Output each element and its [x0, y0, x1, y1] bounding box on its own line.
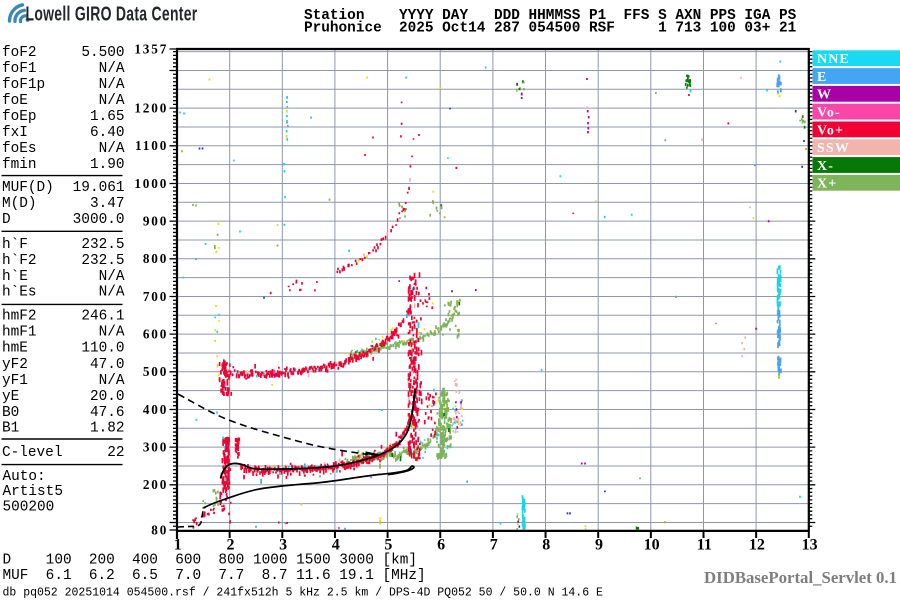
svg-text:3000.0: 3000.0	[73, 212, 125, 228]
svg-text:200: 200	[143, 477, 168, 492]
svg-text:400: 400	[143, 402, 168, 417]
svg-text:Pruhonice 2025 Oct14 287 0545: Pruhonice 2025 Oct14 287 054500 RSF 1 71…	[304, 20, 797, 36]
svg-text:Auto:: Auto:	[3, 469, 46, 485]
svg-text:Artist5: Artist5	[3, 484, 63, 500]
svg-text:N/A: N/A	[99, 269, 125, 285]
svg-text:3.47: 3.47	[90, 196, 125, 212]
svg-text:8: 8	[542, 537, 550, 554]
svg-text:fxI: fxI	[2, 125, 28, 141]
svg-text:300: 300	[143, 439, 168, 454]
svg-text:MUF 6.1 6.2 6.5 7.0 7.7: MUF 6.1 6.2 6.5 7.0 7.7 8.7 11.6 19.1 [M…	[3, 568, 426, 584]
svg-text:246.1: 246.1	[81, 309, 124, 325]
svg-text:N/A: N/A	[99, 373, 125, 389]
svg-text:foF1: foF1	[2, 61, 37, 77]
svg-text:12: 12	[749, 537, 765, 554]
svg-text:1.65: 1.65	[90, 109, 125, 125]
svg-text:W: W	[817, 88, 832, 103]
svg-text:DIDBasePortal_Servlet 0.1: DIDBasePortal_Servlet 0.1	[704, 568, 897, 587]
svg-text:db pq052 20251014 054500.rsf /: db pq052 20251014 054500.rsf / 241fx512h…	[3, 586, 603, 599]
svg-text:11: 11	[697, 537, 712, 554]
svg-text:3: 3	[279, 537, 287, 554]
svg-text:19.061: 19.061	[73, 180, 125, 196]
svg-text:1.82: 1.82	[90, 420, 125, 436]
svg-text:MUF(D): MUF(D)	[2, 180, 54, 196]
svg-text:22: 22	[107, 445, 124, 461]
svg-text:20.0: 20.0	[90, 389, 125, 405]
svg-text:yF1: yF1	[2, 373, 28, 389]
svg-text:6: 6	[437, 537, 445, 554]
svg-text:foEs: foEs	[2, 141, 37, 157]
svg-text:Station YYYY DAY DDD HHMM: Station YYYY DAY DDD HHMMSS P1 FFS S AXN…	[304, 8, 797, 24]
svg-text:600: 600	[143, 326, 168, 341]
svg-text:6.40: 6.40	[90, 125, 125, 141]
svg-text:5: 5	[384, 537, 392, 554]
svg-text:B1: B1	[2, 420, 19, 436]
svg-text:110.0: 110.0	[81, 341, 124, 357]
svg-text:1.90: 1.90	[90, 157, 125, 173]
svg-text:47.0: 47.0	[90, 357, 125, 373]
svg-text:h`E: h`E	[2, 269, 28, 285]
svg-text:D 100 200 400 600 800 1: D 100 200 400 600 800 1000 1500 3000 [km…	[3, 553, 418, 569]
svg-text:foE: foE	[2, 93, 28, 109]
svg-text:N/A: N/A	[99, 93, 125, 109]
svg-text:7: 7	[490, 537, 498, 554]
svg-text:M(D): M(D)	[2, 196, 37, 212]
svg-text:Vo-: Vo-	[817, 106, 841, 121]
svg-text:fmin: fmin	[2, 157, 37, 173]
svg-text:1: 1	[174, 537, 182, 554]
svg-text:500: 500	[143, 364, 168, 379]
svg-text:Lowell GIRO Data Center: Lowell GIRO Data Center	[26, 2, 198, 25]
svg-text:900: 900	[143, 213, 168, 228]
svg-text:X+: X+	[817, 177, 837, 192]
svg-text:800: 800	[143, 251, 168, 266]
svg-text:foF1p: foF1p	[2, 77, 45, 93]
svg-text:232.5: 232.5	[81, 253, 124, 269]
svg-text:B0: B0	[2, 405, 19, 421]
svg-text:h`Es: h`Es	[2, 285, 37, 301]
svg-text:9: 9	[595, 537, 603, 554]
svg-text:E: E	[817, 70, 827, 85]
svg-text:N/A: N/A	[99, 325, 125, 341]
svg-text:232.5: 232.5	[81, 237, 124, 253]
svg-text:N/A: N/A	[99, 61, 125, 77]
svg-text:C-level: C-level	[2, 445, 62, 461]
svg-text:yF2: yF2	[2, 357, 28, 373]
svg-text:10: 10	[644, 537, 660, 554]
svg-text:X-: X-	[817, 159, 834, 174]
svg-text:2: 2	[227, 537, 235, 554]
svg-text:5.500: 5.500	[81, 45, 124, 61]
svg-text:13: 13	[802, 537, 818, 554]
svg-text:80: 80	[151, 522, 168, 537]
svg-text:hmF2: hmF2	[2, 309, 37, 325]
svg-text:1200: 1200	[134, 100, 168, 115]
svg-text:hmE: hmE	[2, 341, 28, 357]
svg-text:h`F: h`F	[2, 237, 28, 253]
svg-text:700: 700	[143, 289, 168, 304]
svg-text:N/A: N/A	[99, 141, 125, 157]
svg-text:foF2: foF2	[2, 45, 37, 61]
svg-text:N/A: N/A	[99, 77, 125, 93]
svg-text:1100: 1100	[135, 138, 168, 153]
svg-text:Vo+: Vo+	[817, 123, 844, 138]
svg-text:1357: 1357	[134, 41, 168, 56]
svg-text:N/A: N/A	[99, 285, 125, 301]
svg-text:4: 4	[332, 537, 340, 554]
svg-text:yE: yE	[2, 389, 19, 405]
svg-text:1000: 1000	[134, 176, 168, 191]
svg-text:h`F2: h`F2	[2, 253, 37, 269]
svg-text:hmF1: hmF1	[2, 325, 37, 341]
svg-text:D: D	[2, 212, 11, 228]
svg-text:NNE: NNE	[817, 52, 850, 67]
svg-text:47.6: 47.6	[90, 405, 125, 421]
svg-text:500200: 500200	[3, 500, 55, 516]
svg-text:SSW: SSW	[817, 141, 850, 156]
svg-text:foEp: foEp	[2, 109, 37, 125]
